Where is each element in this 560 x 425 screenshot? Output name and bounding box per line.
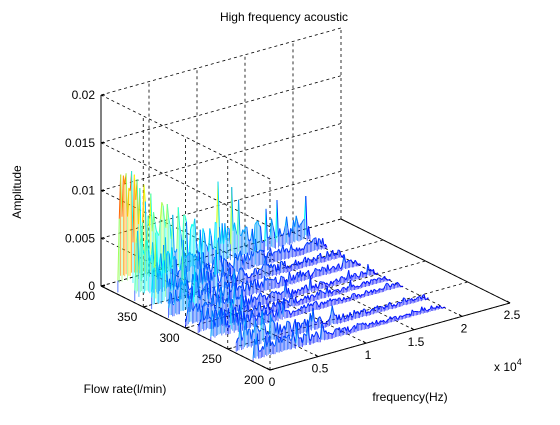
x-tick-label: 2 [461, 321, 468, 335]
series-segment [321, 282, 322, 283]
series-segment [254, 297, 255, 298]
x-tick-label: 1 [365, 348, 372, 362]
z-tick-label: 0.005 [65, 231, 95, 245]
series-380 [118, 171, 310, 292]
series-segment [293, 311, 294, 312]
x-axis-multiplier-exponent: 4 [517, 357, 522, 367]
grid-line-z-backwall [101, 76, 341, 143]
z-axis-label: Amplitude [10, 165, 24, 219]
series-segment [366, 290, 367, 291]
x-tick-label: 0 [269, 375, 276, 389]
series-segment [259, 226, 260, 227]
series-segment [359, 264, 360, 265]
z-tick-label: 0.02 [72, 88, 96, 102]
x-axis-multiplier: x 104 [494, 357, 522, 374]
z-tick-label: 0.01 [72, 184, 96, 198]
series-segment [357, 276, 358, 277]
series-segment [380, 289, 381, 290]
series-segment [146, 240, 147, 241]
y-axis-label: Flow rate(l/min) [84, 382, 167, 396]
series-segment [364, 309, 365, 310]
series-segment [379, 278, 380, 279]
series-segment [225, 260, 226, 261]
series-segment [404, 298, 405, 299]
series-segment [236, 312, 237, 313]
y-tick-label: 350 [117, 310, 137, 324]
series-segment [338, 250, 339, 251]
y-tick-label: 200 [244, 373, 264, 387]
z-tick-label: 0.015 [65, 136, 95, 150]
x-axis-label: frequency(Hz) [372, 390, 447, 404]
series-segment [271, 279, 272, 280]
x-tick-label: 2.5 [504, 308, 521, 322]
y-tick-mark [270, 369, 274, 370]
chart-title: High frequency acoustic [220, 10, 348, 24]
series-segment [272, 291, 273, 292]
x-tick-label: 1.5 [408, 335, 425, 349]
z-tick-label: 0 [88, 279, 95, 293]
y-tick-mark [143, 306, 147, 307]
y-tick-mark [228, 348, 232, 349]
series-segment [357, 286, 358, 287]
y-tick-mark [186, 327, 190, 328]
x-tick-label: 0.5 [312, 362, 329, 376]
labels: High frequency acoustic frequency(Hz) Fl… [10, 10, 522, 404]
y-tick-label: 250 [202, 352, 222, 366]
series-segment [274, 265, 275, 266]
grid-line-z-backwall [101, 28, 341, 95]
y-tick-label: 300 [159, 331, 179, 345]
